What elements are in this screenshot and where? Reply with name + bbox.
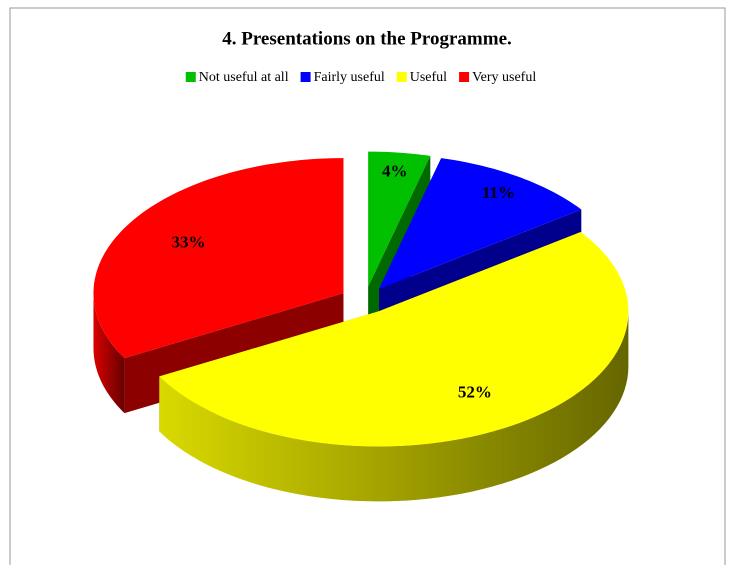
legend-swatch xyxy=(396,72,407,82)
legend-swatch xyxy=(300,72,311,82)
data-label: 52% xyxy=(458,382,492,401)
legend-item: Very useful xyxy=(459,70,536,85)
legend-item: Fairly useful xyxy=(300,70,385,85)
legend-label: Fairly useful xyxy=(314,70,385,85)
legend-label: Useful xyxy=(410,70,447,85)
slice xyxy=(159,232,629,502)
slice-top xyxy=(159,232,629,447)
legend-swatch xyxy=(459,72,470,82)
pie: 4% 11% 52% 33% xyxy=(93,151,629,502)
legend-item: Not useful at all xyxy=(185,70,289,85)
data-label: 11% xyxy=(482,183,515,202)
data-label: 4% xyxy=(382,162,408,181)
legend-label: Not useful at all xyxy=(199,70,289,85)
slice-wall xyxy=(159,311,629,502)
slice-top xyxy=(379,158,582,289)
legend: Not useful at all Fairly useful Useful Very… xyxy=(185,70,536,85)
data-label: 33% xyxy=(172,233,206,252)
legend-swatch xyxy=(185,72,196,82)
chart-title: 4. Presentations on the Programme. xyxy=(222,28,512,49)
slice-top xyxy=(93,158,344,359)
legend-label: Very useful xyxy=(472,70,536,85)
legend-item: Useful xyxy=(396,70,447,85)
slice-top xyxy=(368,151,431,287)
slice-wall xyxy=(93,293,125,414)
